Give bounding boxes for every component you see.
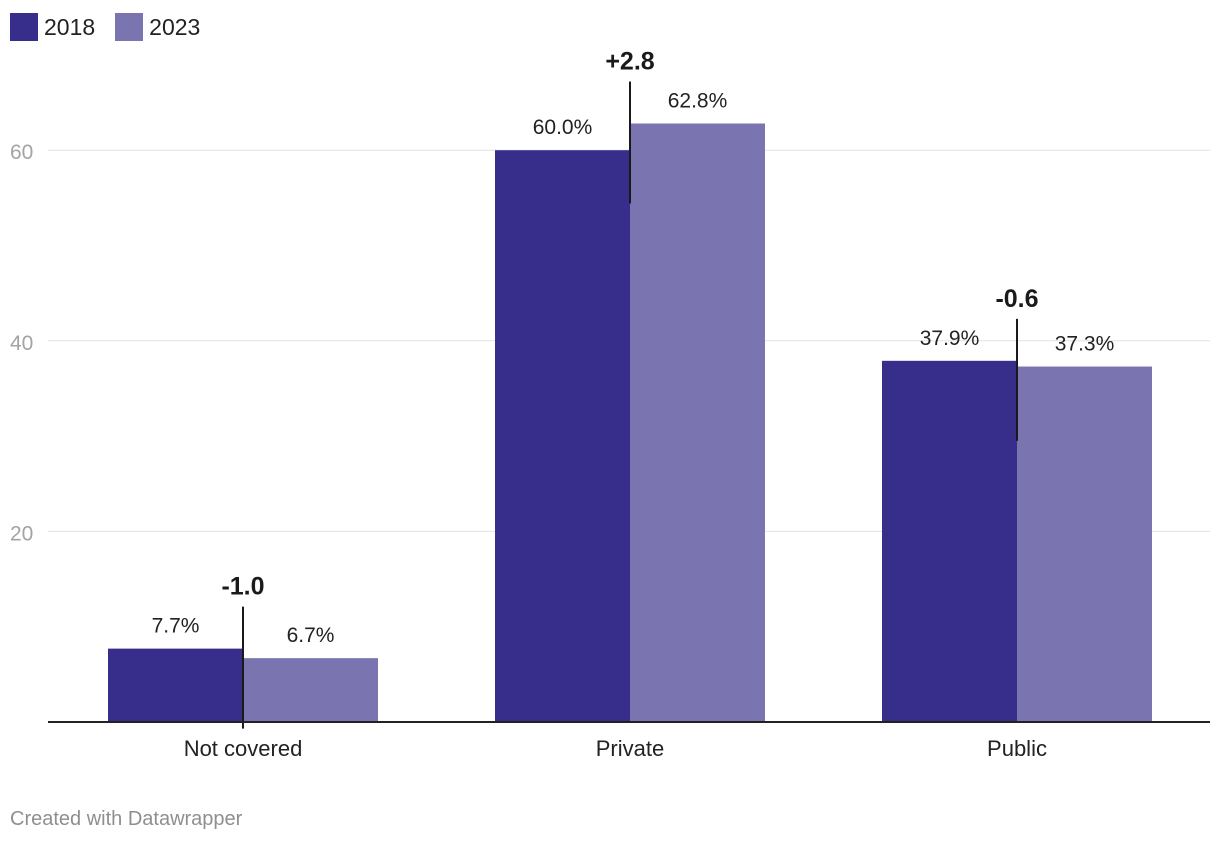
y-tick-label: 60 [10,141,33,164]
bar-2018 [108,648,243,722]
bar-2018 [495,150,630,722]
y-tick-label: 20 [10,522,33,545]
y-tick-label: 40 [10,332,33,355]
legend-swatch-2018 [10,13,38,41]
credit-text: Created with Datawrapper [10,808,243,830]
data-label: 62.8% [668,90,728,113]
bar-2023 [243,658,378,722]
x-category-label: Not covered [184,736,303,761]
x-category-label: Private [596,736,664,761]
data-label: 37.9% [920,327,980,350]
legend: 2018 2023 [10,13,220,41]
bar-2023 [630,123,765,723]
change-label: -0.6 [995,285,1038,313]
data-label: 6.7% [287,624,335,647]
change-label: +2.8 [605,48,654,76]
legend-item-2018: 2018 [10,13,95,41]
bar-2018 [882,360,1017,722]
data-label: 60.0% [533,116,593,139]
data-label: 7.7% [152,615,200,638]
x-category-label: Public [987,736,1047,761]
legend-label-2018: 2018 [44,13,96,40]
legend-label-2023: 2023 [149,13,201,40]
bar-2023 [1017,366,1152,722]
data-label: 37.3% [1055,333,1115,356]
legend-item-2023: 2023 [115,13,200,41]
legend-swatch-2023 [115,13,144,41]
change-label: -1.0 [221,573,264,601]
